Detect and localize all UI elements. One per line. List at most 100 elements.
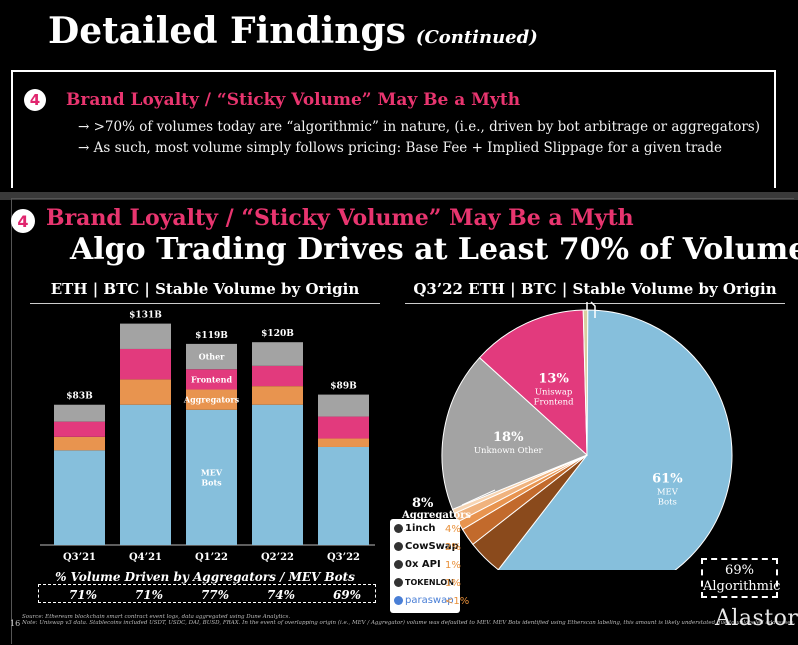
slide-frame: [11, 198, 794, 644]
0x-icon: [394, 559, 403, 569]
aggregators-pct: 8%: [412, 496, 434, 511]
bar-category-label: Q1’22: [195, 552, 228, 563]
bar-total-label: $120B: [261, 329, 294, 339]
bar-chart-subtitle: ETH | BTC | Stable Volume by Origin: [50, 280, 360, 298]
finding-number-badge: 4: [24, 89, 46, 111]
pct-value: 74%: [266, 588, 296, 602]
legend-name: CowSwap: [405, 541, 459, 552]
bar-segment-other: [318, 394, 369, 417]
bar-segment-label: Aggregators: [183, 395, 240, 405]
footnote: Source: Ethereum blockchain smart contra…: [22, 614, 795, 626]
cowswap-icon: [394, 541, 403, 551]
pie-slice-name: Frontend: [534, 397, 574, 407]
legend-row-tokenlon: TOKENLON 1%: [394, 577, 461, 593]
title-subtitle: (Continued): [415, 27, 538, 48]
pie-slice-name: MEV: [657, 488, 679, 498]
bar-segment-aggregators: [186, 389, 237, 410]
pie-slice-unknown-other: [441, 356, 588, 510]
bar-segment-other: [252, 342, 303, 366]
pie-slice-uniswap-frontend: [478, 309, 588, 457]
legend-name: TOKENLON: [405, 578, 454, 587]
pie-slice-unlabeled: [582, 309, 589, 456]
bar-segment-label: Frontend: [191, 374, 233, 384]
bar-segment-label: MEV: [201, 467, 223, 477]
bar-category-label: Q4’21: [129, 552, 162, 563]
legend-value: 4%: [445, 524, 461, 535]
legend-row-cowswap: CowSwap 2%: [394, 541, 461, 557]
slide-number-badge: 4: [11, 209, 35, 233]
charts-canvas: $83BQ3’21$131BQ4’21MEVBotsAggregatorsFro…: [40, 301, 733, 570]
pie-subtitle-underline: [405, 303, 785, 304]
finding-bullet: → >70% of volumes today are “algorithmic…: [78, 119, 760, 135]
pie-slice-mev-bots: [497, 309, 733, 570]
slide-heading: Brand Loyalty / “Sticky Volume” May Be a…: [46, 205, 634, 231]
bar-segment-frontend: [120, 348, 171, 380]
bar-segment-label: Other: [199, 352, 226, 362]
pct-row-box: [38, 584, 376, 603]
pct-value: 77%: [200, 588, 230, 602]
legend-value: 1%: [445, 578, 461, 589]
bar-segment-aggregators: [252, 386, 303, 405]
pie-slice-label: 61%: [652, 472, 683, 487]
pie-slice-name: Unknown Other: [474, 446, 544, 456]
legend-name: 0x API: [405, 559, 441, 570]
bar-total-label: $119B: [195, 331, 228, 341]
bar-segment-mev-bots: [186, 409, 237, 545]
pct-value: 71%: [68, 588, 98, 602]
legend-name: paraswap: [405, 595, 454, 606]
aggregators-label: Aggregators: [402, 510, 472, 521]
pie-slice-name: Uniswap: [535, 387, 573, 397]
bar-category-label: Q3’21: [63, 552, 96, 563]
bar-segment-mev-bots: [54, 450, 105, 545]
bar-segment-mev-bots: [252, 404, 303, 545]
bar-segment-frontend: [186, 369, 237, 390]
bar-segment-other: [54, 404, 105, 422]
pie-chart-subtitle: Q3’22 ETH | BTC | Stable Volume by Origi…: [413, 280, 777, 298]
bar-total-label: $89B: [330, 382, 357, 392]
bar-total-label: $83B: [66, 392, 93, 402]
bar-segment-mev-bots: [120, 404, 171, 545]
paraswap-icon: [394, 595, 403, 605]
aggregator-legend: 1inch 4% CowSwap 2% 0x API 1% TOKENLON 1% pa…: [390, 519, 469, 613]
data-note: Note: Uniswap v3 data. Stablecoins inclu…: [22, 620, 796, 626]
bar-segment-other: [186, 343, 237, 370]
legend-row-1inch: 1inch 4%: [394, 523, 461, 539]
legend-value: 2%: [445, 542, 461, 553]
finding-bullet: → As such, most volume simply follows pr…: [78, 140, 722, 156]
algorithmic-label: Algorithmic: [703, 579, 781, 594]
legend-row-paraswap: paraswap <1%: [394, 595, 469, 611]
bar-segment-aggregators: [318, 438, 369, 447]
bar-segment-aggregators: [120, 379, 171, 405]
bar-segment-label: Bots: [201, 477, 222, 487]
bar-segment-aggregators: [54, 436, 105, 451]
pie-slice-label: 13%: [538, 371, 569, 386]
bar-category-label: Q3’22: [327, 552, 360, 563]
bar-segment-frontend: [252, 365, 303, 387]
finding-box: [11, 70, 776, 188]
page-title: Detailed Findings (Continued): [48, 10, 538, 52]
bar-category-label: Q2’22: [261, 552, 294, 563]
alastor-logo: Alastor: [715, 606, 798, 631]
tokenlon-icon: [394, 577, 403, 587]
title-text: Detailed Findings: [48, 10, 406, 52]
legend-name: 1inch: [405, 523, 436, 534]
pie-slice-label: 18%: [493, 430, 524, 445]
bar-subtitle-underline: [30, 303, 380, 304]
pct-row-title: % Volume Driven by Aggregators / MEV Bot…: [55, 570, 355, 584]
bar-segment-mev-bots: [318, 446, 369, 545]
bar-total-label: $131B: [129, 311, 162, 321]
finding-heading: Brand Loyalty / “Sticky Volume” May Be a…: [66, 90, 521, 110]
legend-value: 1%: [445, 560, 461, 571]
pie-slice-name: Bots: [658, 498, 677, 508]
page-number: 16: [10, 619, 21, 628]
section-divider: [0, 192, 798, 200]
1inch-icon: [394, 523, 403, 533]
legend-value: <1%: [445, 596, 470, 607]
aggregators-leader-line: [461, 489, 496, 506]
bar-segment-other: [120, 323, 171, 349]
algorithmic-value: 69%: [725, 563, 754, 578]
bar-segment-frontend: [54, 421, 105, 437]
pct-value: 69%: [332, 588, 362, 602]
slide-title: Algo Trading Drives at Least 70% of Volu…: [70, 232, 798, 267]
pct-value: 71%: [134, 588, 164, 602]
